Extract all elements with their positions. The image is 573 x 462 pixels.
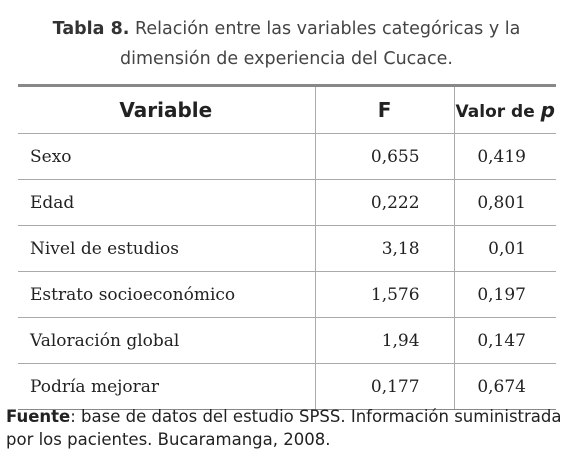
header-symbol: p [540, 98, 555, 122]
caption-text: Relación entre las variables categóricas… [120, 19, 521, 69]
table-cell: 0,222 [314, 179, 455, 226]
source-note: Fuente: base de datos del estudio SPSS. … [6, 405, 566, 451]
table-cell: 0,655 [314, 133, 455, 180]
table-cell: 0,01 [454, 225, 556, 272]
header-cell: Variable [18, 84, 316, 134]
source-text: : base de datos del estudio SPSS. Inform… [6, 407, 562, 449]
table-cell: 3,18 [314, 225, 455, 272]
table-cell: 0,177 [314, 363, 455, 410]
table-row: Podría mejorar 0,177 0,674 [18, 363, 556, 410]
results-table: Variable F Valor de p Sexo 0,655 0,419 Edad… [18, 84, 556, 410]
source-label: Fuente [6, 407, 71, 426]
table-cell: Sexo [18, 133, 316, 180]
table-cell: 1,576 [314, 271, 455, 318]
header-row: Variable F Valor de p [18, 84, 556, 134]
table-row: Estrato socioeconómico 1,576 0,197 [18, 271, 556, 318]
table-cell: Valoración global [18, 317, 316, 364]
table-cell: 1,94 [314, 317, 455, 364]
table-cell: 0,197 [454, 271, 556, 318]
header-cell: Valor de p [454, 84, 556, 134]
table-row: Valoración global 1,94 0,147 [18, 317, 556, 364]
caption: Tabla 8. Relación entre las variables ca… [20, 14, 553, 74]
table-cell: 0,801 [454, 179, 556, 226]
header-text: Valor de [455, 102, 541, 122]
table-cell: 0,419 [454, 133, 556, 180]
table-cell: Podría mejorar [18, 363, 316, 410]
header-cell: F [314, 84, 455, 134]
table-cell: Nivel de estudios [18, 225, 316, 272]
table-row: Sexo 0,655 0,419 [18, 133, 556, 180]
table-cell: Estrato socioeconómico [18, 271, 316, 318]
table-cell: 0,674 [454, 363, 556, 410]
table-cell: Edad [18, 179, 316, 226]
table-cell: 0,147 [454, 317, 556, 364]
table-body: Sexo 0,655 0,419 Edad 0,222 0,801 Nivel de est… [18, 133, 556, 410]
table-row: Edad 0,222 0,801 [18, 179, 556, 226]
table-row: Nivel de estudios 3,18 0,01 [18, 225, 556, 272]
caption-label: Tabla 8. [52, 19, 130, 39]
